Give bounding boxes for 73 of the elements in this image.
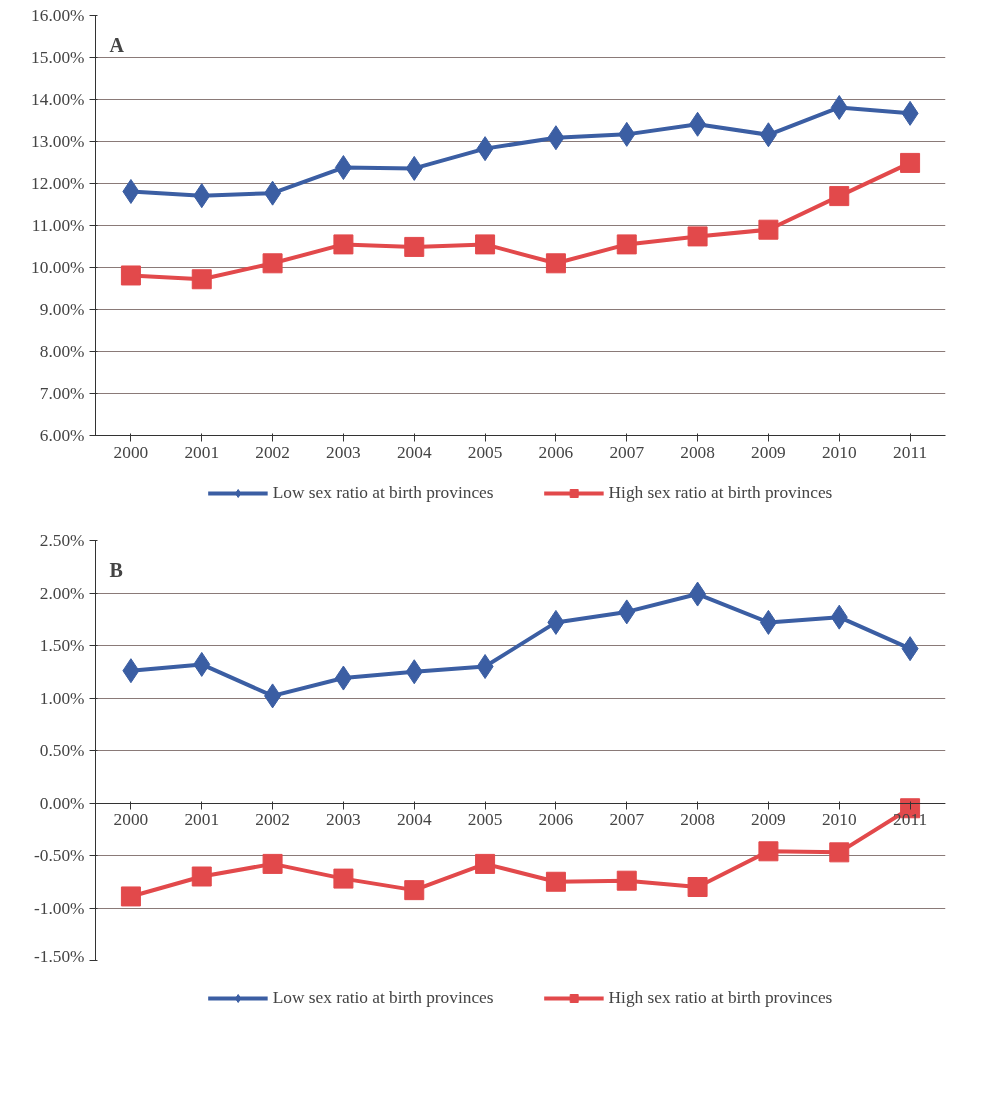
legend-label: Low sex ratio at birth provinces [272,987,494,1008]
y-tick-label: 2.50% [39,531,85,550]
x-tick-label: 2000 [113,442,149,462]
y-tick-label: 11.00% [31,216,85,235]
point [900,152,921,173]
legend-label: Low sex ratio at birth provinces [272,482,494,503]
point [333,234,354,255]
point [404,236,425,257]
point [687,877,708,897]
x-tick-label: 2010 [821,810,857,829]
point [120,265,141,286]
x-tick-label: 2007 [609,810,645,829]
x-tick-label: 2001 [184,442,220,462]
y-tick-label: -0.50% [33,846,85,865]
point [404,880,425,901]
y-tick-label: -1.50% [33,946,85,966]
x-tick-label: 2009 [751,442,786,462]
y-tick-label: 2.00% [39,583,85,603]
y-tick-label: 9.00% [39,300,85,319]
x-tick-label: 2008 [680,810,715,829]
x-tick-label: 2004 [396,442,432,462]
x-tick-label: 2001 [184,810,220,829]
y-tick-label: -1.00% [33,898,85,918]
point [829,186,850,207]
x-tick-label: 2003 [326,442,361,462]
point [758,219,779,240]
y-tick-label: 0.50% [39,741,85,760]
legend-label: High sex ratio at birth provinces [608,987,833,1008]
y-tick-label: 1.50% [39,636,85,655]
y-tick-label: 14.00% [31,90,85,109]
y-tick-label: 16.00% [31,6,85,25]
text: B [109,558,123,581]
x-tick-label: 2010 [821,442,857,462]
point [475,234,496,255]
y-tick-label: 8.00% [39,342,85,361]
x-tick-label: 2011 [893,442,928,462]
point [120,886,141,907]
x-tick-label: 2000 [113,810,149,829]
y-tick-label: 15.00% [31,48,85,67]
x-tick-label: 2005 [467,810,503,829]
y-tick-label: 10.00% [31,258,85,277]
point [262,853,283,874]
point [829,842,850,863]
y-tick-label: 1.00% [39,688,85,708]
point [545,871,566,892]
x-tick-label: 2003 [326,810,361,829]
legend-label: High sex ratio at birth provinces [608,482,833,503]
point [191,269,212,290]
point [475,853,496,874]
x-tick-label: 2002 [255,810,290,829]
point [687,226,708,247]
point [262,253,283,274]
point [476,654,494,679]
text: A [109,33,125,56]
point [616,870,637,891]
y-tick-label: 6.00% [39,426,85,445]
x-tick-label: 2006 [538,810,574,829]
point [545,253,566,274]
x-tick-label: 2007 [609,442,645,462]
y-tick-label: 12.00% [31,174,85,193]
point [758,841,779,862]
x-tick-label: 2005 [467,442,503,462]
x-tick-label: 2004 [396,810,432,829]
point [616,234,637,255]
x-tick-label: 2002 [255,442,290,462]
point [191,866,212,887]
x-tick-label: 2009 [751,810,786,829]
point [333,868,354,889]
x-tick-label: 2006 [538,442,574,462]
y-tick-label: 13.00% [31,132,85,151]
x-tick-label: 2008 [680,442,715,462]
y-tick-label: 7.00% [39,384,85,403]
y-tick-label: 0.00% [39,793,85,813]
